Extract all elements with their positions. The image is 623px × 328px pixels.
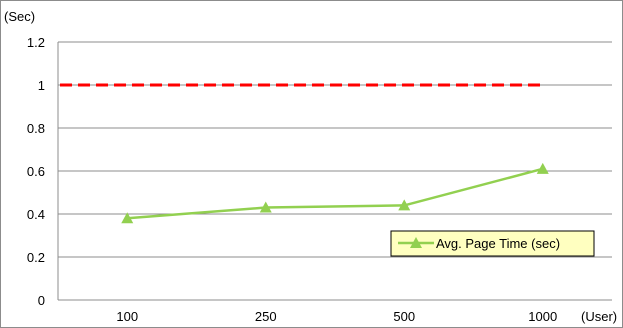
- legend-series-marker: [410, 237, 422, 248]
- axes: [57, 42, 612, 301]
- y-tick-label: 0.8: [27, 121, 45, 136]
- y-tick-labels: 0 0.2 0.4 0.6 0.8 1 1.2: [27, 35, 45, 308]
- y-tick-label: 0.4: [27, 207, 45, 222]
- legend: Avg. Page Time (sec): [390, 230, 595, 257]
- x-tick-label: 100: [116, 309, 138, 324]
- data-point-marker: [398, 199, 411, 211]
- y-tick-label: 1: [38, 78, 45, 93]
- series: [121, 162, 549, 224]
- y-tick-label: 0.2: [27, 250, 45, 265]
- legend-series-label: Avg. Page Time (sec): [436, 236, 560, 251]
- x-tick-label: 250: [255, 309, 277, 324]
- data-point-marker: [259, 201, 272, 213]
- y-tick-label: 1.2: [27, 35, 45, 50]
- y-tick-label: 0: [38, 293, 45, 308]
- x-tick-label: 1000: [528, 309, 557, 324]
- y-tick-label: 0.6: [27, 164, 45, 179]
- gridlines: [58, 41, 612, 258]
- y-axis-unit-label: (Sec): [4, 9, 35, 24]
- data-point-marker: [536, 162, 549, 174]
- series-line: [127, 167, 544, 220]
- x-tick-labels: 100 250 500 1000: [116, 309, 557, 324]
- x-tick-label: 500: [393, 309, 415, 324]
- x-axis-unit-label: (User): [581, 309, 617, 324]
- data-point-marker: [121, 212, 134, 224]
